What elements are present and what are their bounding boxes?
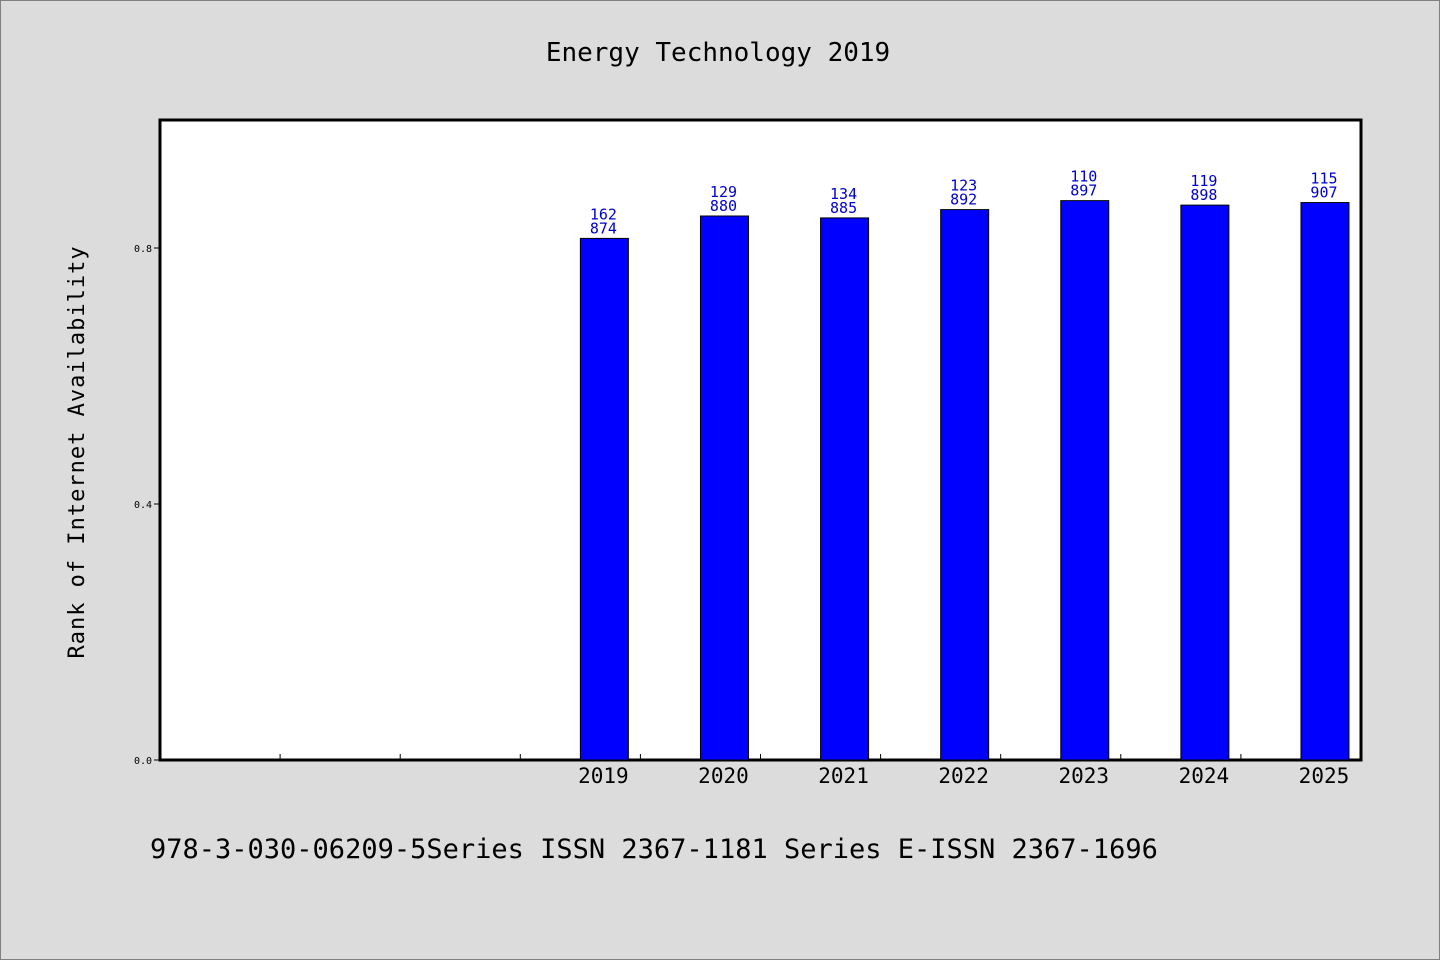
x-tick-label: 2022: [938, 764, 989, 788]
bar-2021: [820, 217, 870, 761]
y-tick-label: 0.0: [134, 756, 152, 767]
bar-2024: [1180, 204, 1230, 761]
x-tick-label: 2023: [1058, 764, 1109, 788]
data-label-rank: 162: [590, 205, 617, 223]
data-label-value: 885: [830, 199, 857, 217]
bar-2022: [940, 209, 990, 761]
x-tick-label: 2019: [578, 764, 629, 788]
data-label-value: 892: [950, 191, 977, 209]
data-label-rank: 115: [1310, 170, 1337, 188]
x-tick-label: 2025: [1299, 764, 1350, 788]
bar-2019: [579, 237, 629, 761]
bar-2025: [1300, 202, 1350, 761]
data-label-rank: 134: [830, 185, 857, 203]
data-label-rank: 123: [950, 177, 977, 195]
data-label-rank: 129: [710, 183, 737, 201]
data-label-value: 907: [1310, 184, 1337, 202]
data-label-value: 897: [1070, 182, 1097, 200]
x-tick-label: 2021: [818, 764, 869, 788]
x-tick-label: 2020: [698, 764, 749, 788]
bar-2023: [1060, 200, 1110, 761]
data-label-value: 898: [1190, 186, 1217, 204]
chart-title: Energy Technology 2019: [546, 38, 890, 68]
y-tick-label: 0.4: [134, 500, 152, 511]
data-label-value: 874: [590, 219, 617, 237]
data-label-rank: 119: [1190, 172, 1217, 190]
bar-2020: [699, 215, 749, 761]
data-label-rank: 110: [1070, 168, 1097, 186]
y-axis-label: Rank of Internet Availability: [65, 245, 90, 658]
plot-area: [158, 118, 1363, 762]
footer-isbn-text: 978-3-030-06209-5Series ISSN 2367-1181 S…: [150, 834, 1158, 865]
y-tick-label: 0.8: [134, 244, 152, 255]
data-label-value: 880: [710, 197, 737, 215]
x-tick-label: 2024: [1179, 764, 1230, 788]
